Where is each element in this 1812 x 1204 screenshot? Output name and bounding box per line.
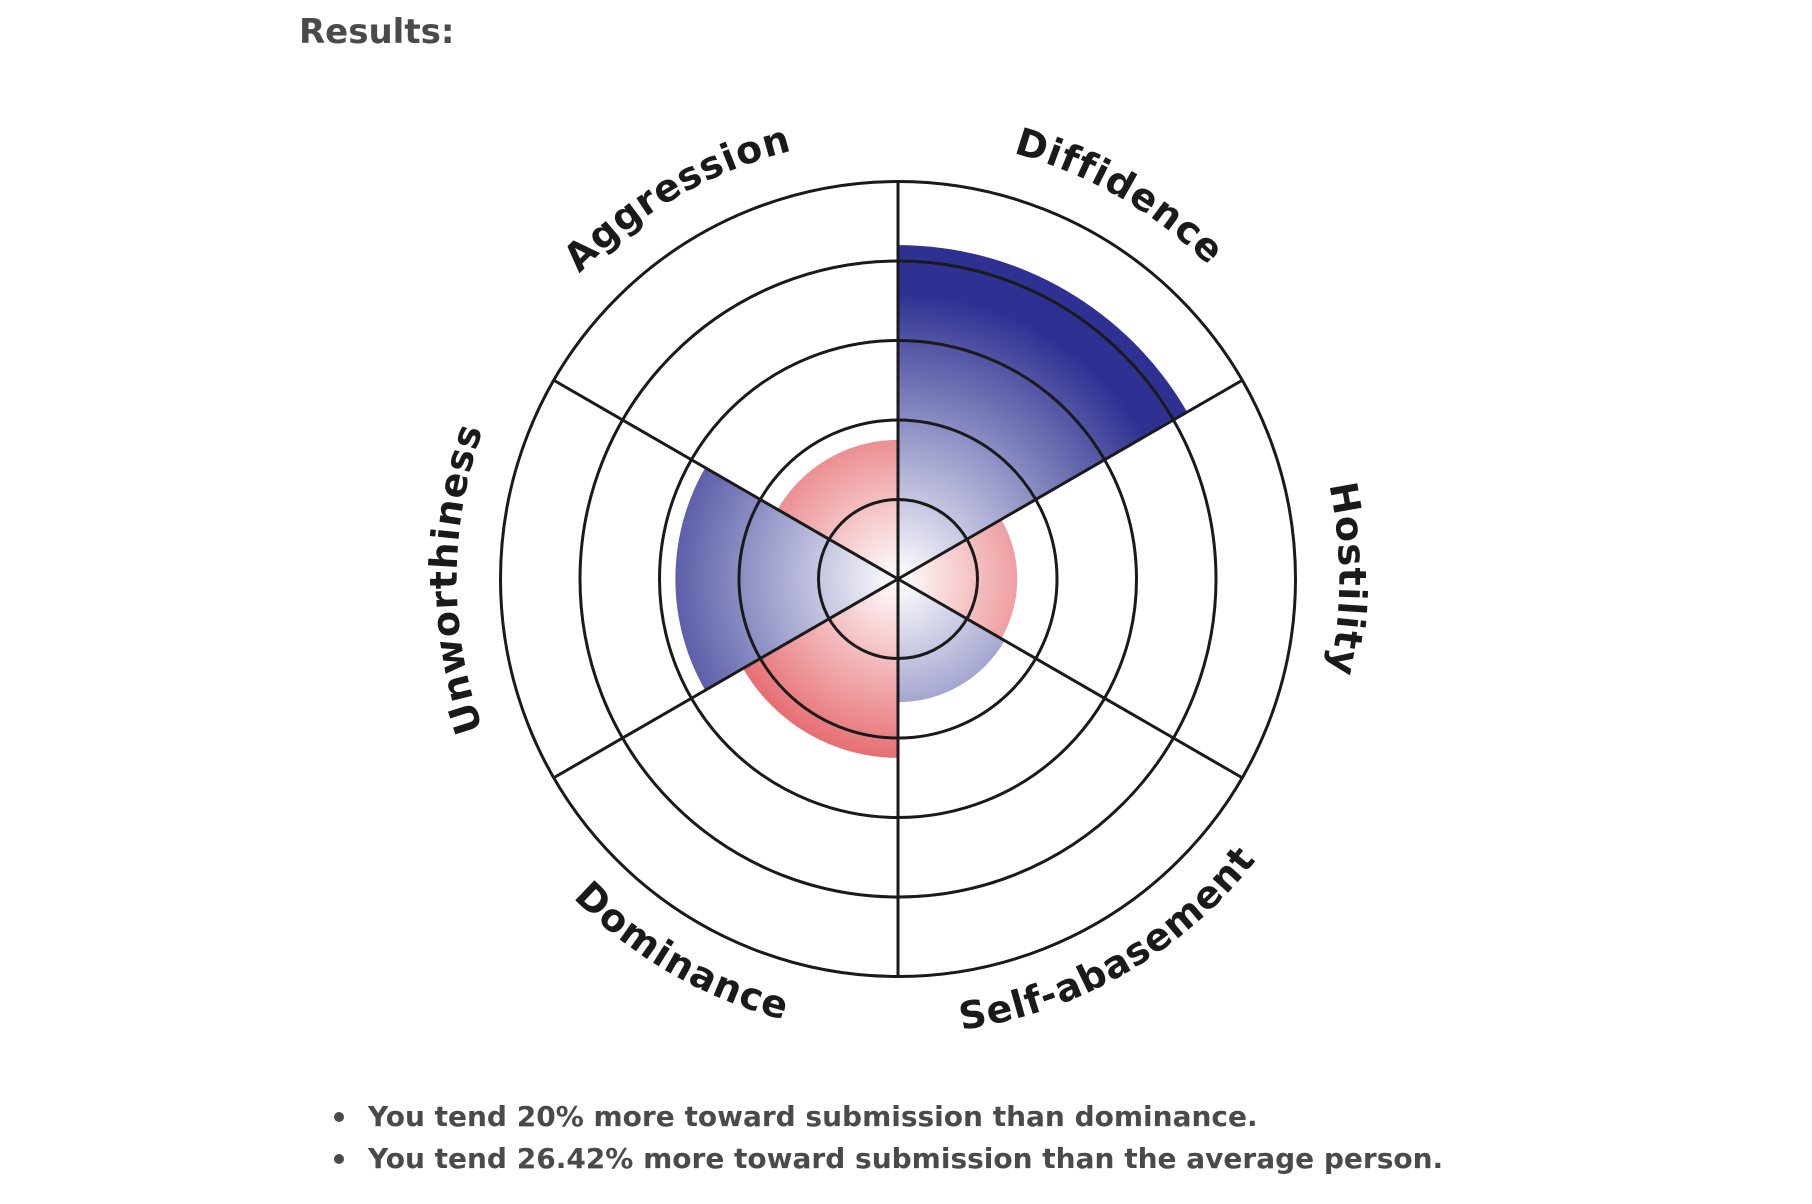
summary-item: You tend 26.42% more toward submission t… — [334, 1138, 1443, 1180]
chart-wedges — [675, 245, 1188, 758]
sector-label-aggression: Aggression — [555, 117, 795, 280]
grid-spoke — [553, 577, 899, 780]
grid-spoke — [553, 378, 899, 581]
wedge-self-abasement — [898, 579, 1005, 703]
sector-label-hostility: Hostility — [1320, 479, 1374, 680]
grid-spoke — [897, 577, 1243, 780]
results-heading: Results: — [299, 12, 455, 52]
grid-spoke — [897, 378, 1243, 581]
wedge-aggression — [777, 439, 898, 579]
wedge-unworthiness — [675, 467, 898, 691]
sector-label-unworthiness: Unworthiness — [422, 418, 492, 740]
wedge-dominance — [743, 579, 898, 758]
summary-item: You tend 20% more toward submission than… — [334, 1096, 1443, 1138]
wedge-hostility — [898, 519, 1018, 639]
wedge-diffidence — [898, 245, 1188, 579]
sector-label-self-abasement: Self-abasement — [955, 837, 1263, 1039]
summary-list: You tend 20% more toward submission than… — [334, 1096, 1443, 1180]
chart-grid — [499, 180, 1297, 978]
